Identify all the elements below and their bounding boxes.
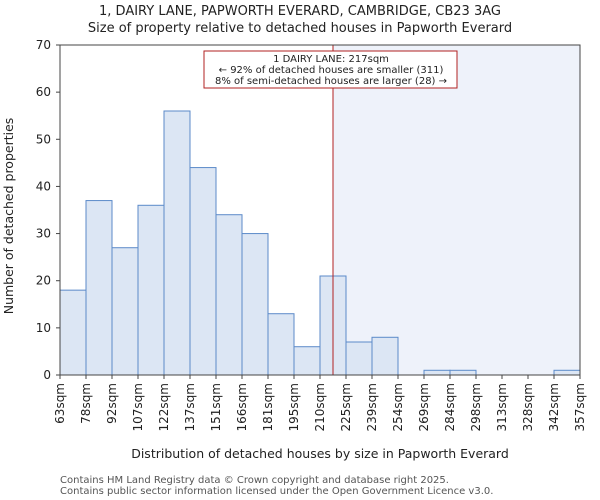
bar-92sqm: [111, 247, 139, 376]
annotation-border: [203, 50, 458, 89]
bar-284sqm: [449, 369, 477, 376]
bar-107sqm: [137, 204, 165, 376]
footer-line-2: Contains public sector information licen…: [60, 486, 493, 497]
annotation-box: 1 DAIRY LANE: 217sqm ← 92% of detached h…: [203, 50, 458, 89]
x-tick-label: 63sqm: [53, 383, 67, 424]
y-tick-label: 10: [36, 321, 51, 335]
x-tick-label: 78sqm: [79, 383, 93, 424]
x-axis-label: Distribution of detached houses by size …: [131, 446, 509, 461]
x-tick-label: 284sqm: [443, 383, 457, 431]
chart-subtitle: Size of property relative to detached ho…: [88, 21, 512, 36]
bar-195sqm: [293, 346, 321, 376]
bar-151sqm: [215, 214, 243, 376]
x-tick-label: 107sqm: [131, 383, 145, 431]
y-tick-label: 0: [43, 368, 51, 382]
footer-line-1: Contains HM Land Registry data © Crown c…: [60, 475, 449, 486]
bar-122sqm: [163, 110, 191, 376]
x-axis: 63sqm 78sqm 92sqm 107sqm 122sqm 137sqm 151sqm 1…: [53, 375, 587, 431]
x-tick-label: 269sqm: [417, 383, 431, 431]
x-tick-label: 239sqm: [365, 383, 379, 431]
x-tick-label: 195sqm: [287, 383, 301, 431]
bar-342sqm: [553, 369, 581, 376]
bar-78sqm: [85, 200, 113, 376]
x-tick-label: 151sqm: [209, 383, 223, 431]
plot-frame: [59, 44, 581, 376]
bar-269sqm: [423, 369, 451, 376]
bar-63sqm: [59, 289, 87, 376]
x-tick-label: 210sqm: [313, 383, 327, 431]
y-tick-label: 70: [36, 38, 51, 52]
x-tick-label: 181sqm: [261, 383, 275, 431]
bar-137sqm: [189, 167, 217, 376]
bar-181sqm: [267, 313, 295, 376]
bar-225sqm: [345, 341, 373, 376]
bars-group: [59, 110, 581, 376]
x-tick-label: 313sqm: [495, 383, 509, 431]
larger-property-shade: [333, 45, 580, 375]
y-tick-label: 50: [36, 132, 51, 146]
annotation-line-1: 1 DAIRY LANE: 217sqm: [273, 54, 389, 65]
y-tick-label: 30: [36, 227, 51, 241]
x-tick-label: 92sqm: [105, 383, 119, 424]
plot-area: 0 10 20 30 40 50 60 70 63sqm 78sqm 92sqm 107sqm 122…: [36, 38, 587, 431]
chart-title: 1, DAIRY LANE, PAPWORTH EVERARD, CAMBRID…: [99, 4, 501, 19]
x-tick-label: 254sqm: [391, 383, 405, 431]
y-tick-label: 40: [36, 179, 51, 193]
x-tick-label: 328sqm: [521, 383, 535, 431]
bar-239sqm: [371, 336, 399, 376]
x-tick-label: 225sqm: [339, 383, 353, 431]
x-tick-label: 166sqm: [235, 383, 249, 431]
bar-166sqm: [241, 233, 269, 376]
x-tick-label: 342sqm: [547, 383, 561, 431]
y-tick-label: 60: [36, 85, 51, 99]
x-tick-label: 137sqm: [183, 383, 197, 431]
y-tick-label: 20: [36, 274, 51, 288]
annotation-line-2: ← 92% of detached houses are smaller (31…: [219, 65, 444, 76]
x-tick-label: 357sqm: [573, 383, 587, 431]
y-axis-label: Number of detached properties: [1, 118, 16, 315]
x-tick-label: 298sqm: [469, 383, 483, 431]
y-axis: 0 10 20 30 40 50 60 70: [36, 38, 60, 382]
annotation-line-3: 8% of semi-detached houses are larger (2…: [215, 76, 447, 87]
x-tick-label: 122sqm: [157, 383, 171, 431]
